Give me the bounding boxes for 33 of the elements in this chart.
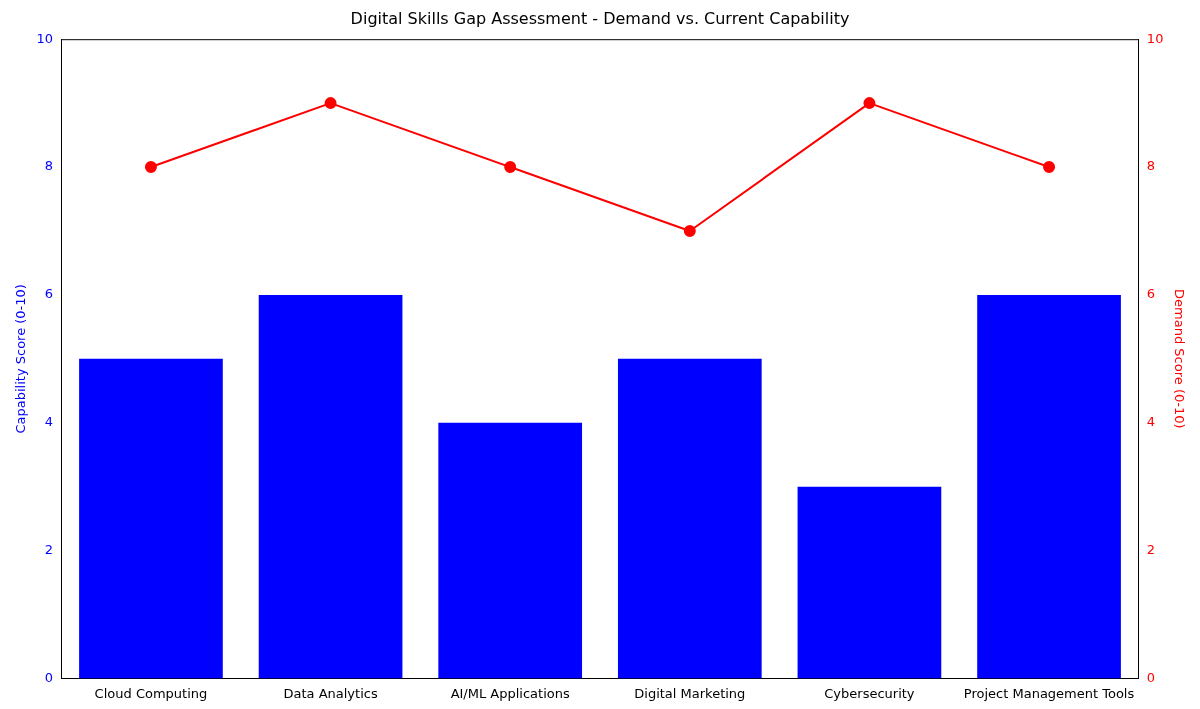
x-tick-label: Digital Marketing [634,685,746,701]
y-tick-label: 4 [44,414,54,430]
x-tick-label: Data Analytics [283,685,378,701]
point [504,161,517,174]
point [144,161,157,174]
point [863,97,876,110]
y-tick-label: 2 [44,541,54,557]
y2-tick-label: 0 [1146,669,1156,685]
y-tick-label: 10 [36,30,54,46]
y-tick-label: 8 [44,158,54,174]
bar [797,486,942,679]
x-tick-label: Project Management Tools [963,685,1135,701]
bar [258,294,403,679]
bar [438,422,583,679]
x-tick-label: Cybersecurity [824,685,915,701]
point [683,224,696,237]
bar [977,294,1121,679]
y2-tick-label: 2 [1146,541,1156,557]
y2-tick-label: 10 [1146,30,1164,46]
y-tick-label: 6 [44,286,54,302]
y-tick-label: 0 [44,669,54,685]
x-tick-label: AI/ML Applications [450,685,570,701]
bar [617,358,762,679]
y-axis-title: Capability Score (0-10) [13,284,29,434]
x-tick-label: Cloud Computing [94,685,208,701]
chart-title: Digital Skills Gap Assessment - Demand vs. Current Capability [350,8,850,28]
bar [79,358,223,679]
point [1043,161,1056,174]
y2-tick-label: 6 [1146,286,1156,302]
y2-tick-label: 4 [1146,414,1156,430]
point [324,97,337,110]
y2-tick-label: 8 [1146,158,1156,174]
y2-axis-title: Demand Score (0-10) [1171,289,1187,429]
